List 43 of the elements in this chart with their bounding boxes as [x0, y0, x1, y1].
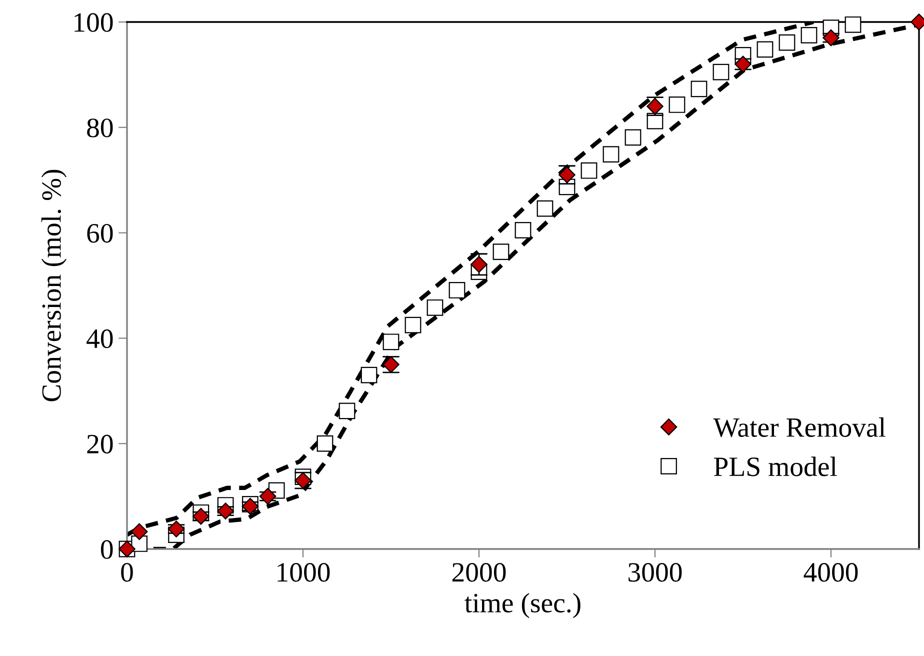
- point: [168, 520, 185, 538]
- x-axis-title: time (sec.): [464, 592, 580, 618]
- y-tick-label: 60: [87, 224, 113, 243]
- point: [778, 34, 796, 51]
- point: [800, 26, 818, 44]
- point: [536, 200, 554, 217]
- point: [192, 508, 210, 525]
- y-tick-label: 40: [86, 329, 113, 348]
- point: [756, 41, 774, 58]
- y-tick-label: 0: [100, 540, 113, 559]
- y-axis-title: Conversion (mol. %): [41, 170, 67, 402]
- point: [624, 129, 642, 146]
- point: [360, 366, 378, 384]
- point: [690, 80, 708, 98]
- point: [404, 316, 422, 334]
- x-tick-label: 4000: [804, 562, 858, 582]
- x-tick-label: 0: [121, 562, 133, 582]
- point: [426, 299, 444, 316]
- legend-label: Water Removal: [713, 417, 886, 438]
- point: [514, 222, 532, 238]
- point: [734, 56, 752, 73]
- y-tick-label: 20: [87, 434, 113, 454]
- y-tick-label: 100: [74, 13, 113, 32]
- point: [338, 402, 356, 420]
- y-tick-label: 80: [87, 118, 113, 138]
- point: [844, 16, 862, 33]
- point: [492, 244, 510, 260]
- x-tick-label: 2000: [452, 562, 506, 582]
- x-tick-label: 1000: [278, 562, 330, 582]
- point: [646, 112, 664, 130]
- point: [470, 256, 488, 273]
- point: [382, 334, 400, 350]
- point: [602, 146, 620, 162]
- point: [712, 64, 730, 80]
- point: [316, 435, 334, 452]
- point: [448, 282, 466, 298]
- legend-label: PLS model: [714, 456, 837, 476]
- x-tick-label: 3000: [628, 562, 682, 582]
- point: [130, 523, 148, 540]
- point: [822, 29, 840, 46]
- point: [668, 96, 686, 113]
- point: [217, 502, 234, 520]
- point: [580, 162, 598, 179]
